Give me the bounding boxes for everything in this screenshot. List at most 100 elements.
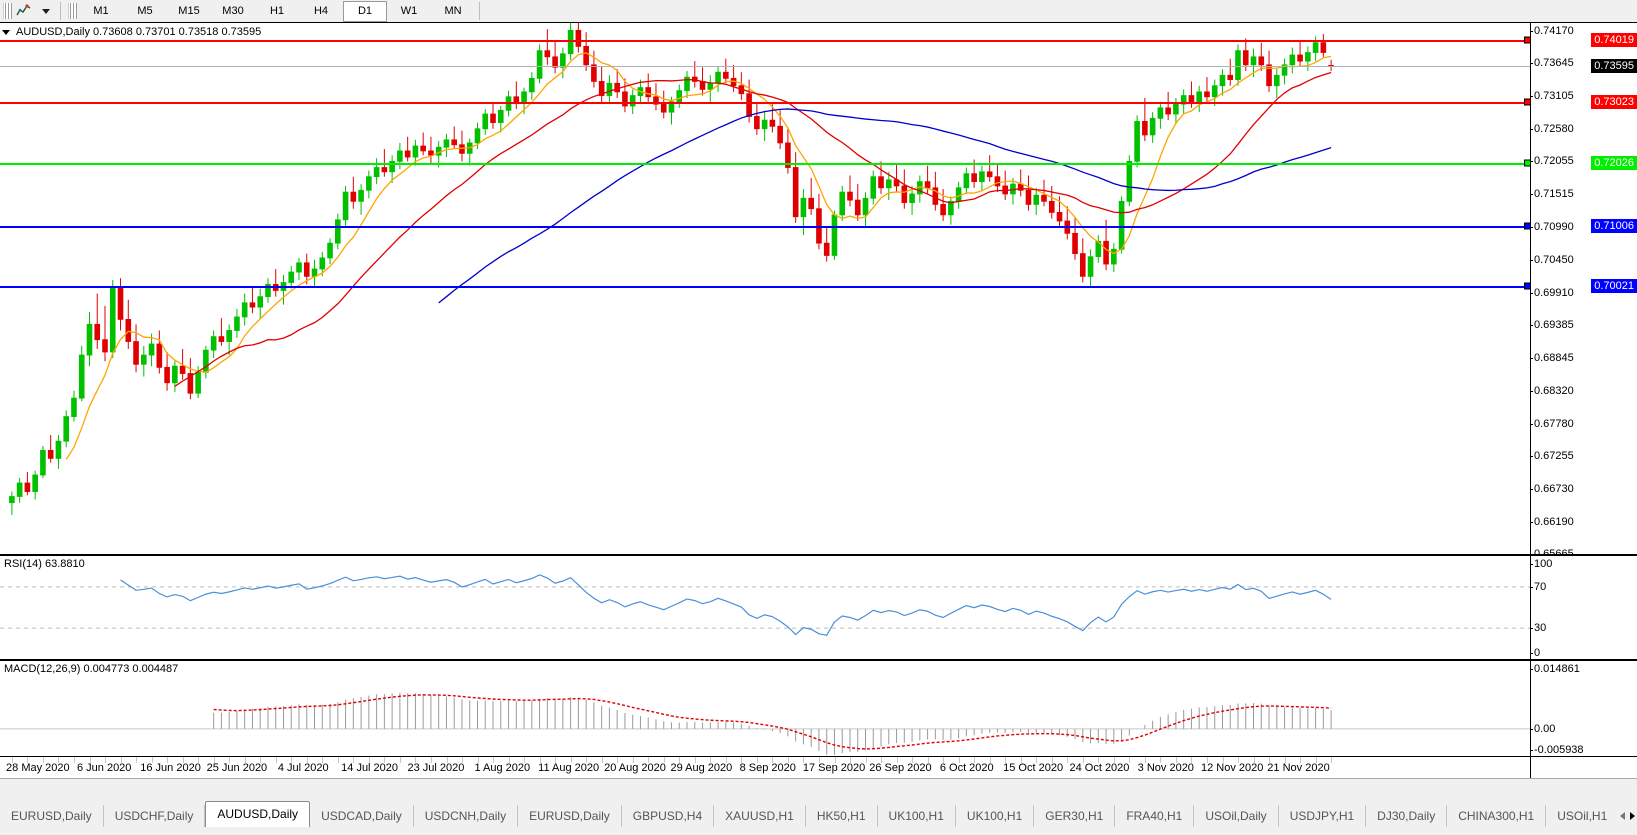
price-tag-resistance-lower[interactable]: 0.73023 [1591, 94, 1637, 109]
level-handle-support-green[interactable] [1524, 159, 1530, 167]
level-handle-resistance-lower[interactable] [1524, 98, 1530, 106]
macd-plot[interactable] [0, 661, 1530, 756]
macd-pane[interactable]: MACD(12,26,9) 0.004773 0.004487 0.014861… [0, 659, 1637, 756]
symbol-tab-gbpusd-h4[interactable]: GBPUSD,H4 [622, 805, 715, 827]
date-label: 8 Sep 2020 [739, 762, 796, 774]
rsi-axis: 100 70 30 0 [1529, 556, 1637, 659]
macd-axis: 0.014861 0.00 -0.005938 [1529, 661, 1637, 756]
date-label: 23 Jul 2020 [407, 762, 465, 774]
level-line-resistance-upper[interactable] [0, 40, 1530, 43]
timeframe-m1[interactable]: M1 [93, 4, 109, 17]
price-tick: 0.66190 [1530, 515, 1574, 528]
level-line-support-blue-2[interactable] [0, 286, 1530, 289]
symbol-tab-fra40-h1[interactable]: FRA40,H1 [1115, 805, 1195, 827]
timeframe-grip[interactable] [68, 3, 77, 19]
price-tag-support-blue-2[interactable]: 0.70021 [1591, 279, 1637, 294]
rsi-tick: 0 [1529, 647, 1541, 659]
date-label: 6 Oct 2020 [939, 762, 994, 774]
timeframe-mn[interactable]: MN [444, 4, 462, 17]
rsi-pane[interactable]: RSI(14) 63.8810 100 70 30 0 [0, 554, 1637, 659]
date-label: 21 Nov 2020 [1267, 762, 1330, 774]
symbol-tab-usdchf-daily[interactable]: USDCHF,Daily [104, 805, 206, 827]
symbol-tab-china300-h1[interactable]: CHINA300,H1 [1447, 805, 1547, 827]
level-handle-resistance-upper[interactable] [1524, 36, 1530, 44]
timeframe-m30[interactable]: M30 [222, 4, 244, 17]
date-label: 28 May 2020 [6, 762, 70, 774]
symbol-ohlc-text: AUDUSD,Daily 0.73608 0.73701 0.73518 0.7… [16, 26, 262, 38]
symbol-tab-usdjpy-h1[interactable]: USDJPY,H1 [1279, 805, 1367, 827]
symbol-tab-dj30-daily[interactable]: DJ30,Daily [1366, 805, 1448, 827]
price-tick: 0.67780 [1530, 417, 1574, 430]
symbol-tab-hk50-h1[interactable]: HK50,H1 [806, 805, 878, 827]
scroll-right-icon[interactable] [1630, 812, 1635, 820]
rsi-line-svg [0, 574, 1530, 636]
timeframe-m5[interactable]: M5 [137, 4, 153, 17]
timeframe-m15[interactable]: M15 [178, 4, 200, 17]
collapse-caret-icon[interactable] [2, 29, 10, 35]
level-line-support-green[interactable] [0, 162, 1530, 165]
price-tag-support-blue-1[interactable]: 0.71006 [1591, 218, 1637, 233]
timeframe-d1[interactable]: D1 [343, 0, 387, 22]
date-label: 26 Sep 2020 [869, 762, 932, 774]
macd-histogram-svg [0, 692, 1530, 755]
date-axis-corner [1530, 757, 1637, 779]
date-label: 17 Sep 2020 [802, 762, 866, 774]
price-tag-support-green[interactable]: 0.72026 [1591, 155, 1637, 170]
symbol-tab-uk100-h1[interactable]: UK100,H1 [878, 805, 956, 827]
rsi-tick: 70 [1529, 580, 1547, 593]
date-label: 15 Oct 2020 [1003, 762, 1064, 774]
symbol-tab-eurusd-daily[interactable]: EURUSD,Daily [518, 805, 622, 827]
date-axis[interactable]: 28 May 2020 6 Jun 2020 16 Jun 2020 25 Jun 2… [0, 756, 1637, 779]
symbol-tab-usoil-daily[interactable]: USOil,Daily [1194, 805, 1279, 827]
price-axis[interactable]: 0.74170 0.73645 0.73105 0.72580 0.72055 0.715… [1530, 23, 1637, 560]
level-line-resistance-lower[interactable] [0, 101, 1530, 104]
price-pane[interactable]: AUDUSD,Daily 0.73608 0.73701 0.73518 0.7… [0, 23, 1637, 560]
toolbar-divider [60, 2, 61, 20]
level-handle-support-blue-1[interactable] [1524, 222, 1530, 230]
symbol-tab-ger30-h1[interactable]: GER30,H1 [1034, 805, 1116, 827]
toolbar-grip[interactable] [3, 3, 12, 19]
price-tag-current-price[interactable]: 0.73595 [1591, 59, 1637, 74]
price-tick: 0.70990 [1530, 220, 1574, 233]
scroll-left-icon[interactable] [1620, 812, 1625, 820]
price-plot[interactable] [0, 23, 1530, 554]
date-label: 6 Jun 2020 [76, 762, 132, 774]
macd-label: MACD(12,26,9) 0.004773 0.004487 [4, 663, 179, 675]
timeframe-group: M1 M5 M15 M30 H1 H4 D1 W1 MN [79, 0, 475, 22]
date-label: 12 Nov 2020 [1200, 762, 1264, 774]
chart-icon[interactable] [12, 1, 34, 21]
timeframe-h4[interactable]: H4 [313, 4, 329, 17]
timeframe-w1[interactable]: W1 [400, 4, 418, 17]
current-price-line [0, 66, 1530, 68]
price-tick: 0.69385 [1530, 319, 1574, 332]
rsi-plot[interactable] [0, 556, 1530, 659]
price-tick: 0.69910 [1530, 286, 1574, 299]
symbol-tab-usdcnh-daily[interactable]: USDCNH,Daily [414, 805, 519, 827]
date-label: 14 Jul 2020 [341, 762, 399, 774]
symbol-tab-audusd-daily[interactable]: AUDUSD,Daily [205, 801, 311, 827]
date-label: 3 Nov 2020 [1137, 762, 1194, 774]
date-label: 20 Aug 2020 [604, 762, 666, 774]
price-tick: 0.70450 [1530, 253, 1574, 266]
macd-tick: 0.00 [1529, 722, 1556, 735]
price-tick: 0.68845 [1530, 352, 1574, 365]
toolbar-divider-2 [479, 2, 480, 20]
symbol-tabs: EURUSD,Daily USDCHF,Daily AUDUSD,Daily USDC… [0, 801, 1612, 827]
level-handle-support-blue-2[interactable] [1524, 282, 1530, 290]
symbol-tab-eurusd-daily[interactable]: EURUSD,Daily [0, 805, 104, 827]
chart-area[interactable]: AUDUSD,Daily 0.73608 0.73701 0.73518 0.7… [0, 22, 1637, 779]
chevron-down-icon[interactable] [34, 1, 56, 21]
level-line-support-blue-1[interactable] [0, 225, 1530, 228]
symbol-tab-usoil-h1[interactable]: USOil,H1 [1546, 805, 1612, 827]
timeframe-h1[interactable]: H1 [269, 4, 285, 17]
symbol-tab-xauusd-h1[interactable]: XAUUSD,H1 [714, 805, 806, 827]
rsi-tick: 30 [1529, 622, 1547, 635]
symbol-tab-usdcad-daily[interactable]: USDCAD,Daily [310, 805, 414, 827]
date-tick-marks [0, 757, 1530, 764]
price-tick: 0.71515 [1530, 188, 1574, 201]
tab-scroll-controls[interactable] [1620, 805, 1635, 827]
price-tag-resistance-upper[interactable]: 0.74019 [1591, 33, 1637, 48]
macd-tick: 0.014861 [1530, 663, 1580, 675]
symbol-tab-uk100-h1[interactable]: UK100,H1 [956, 805, 1035, 827]
